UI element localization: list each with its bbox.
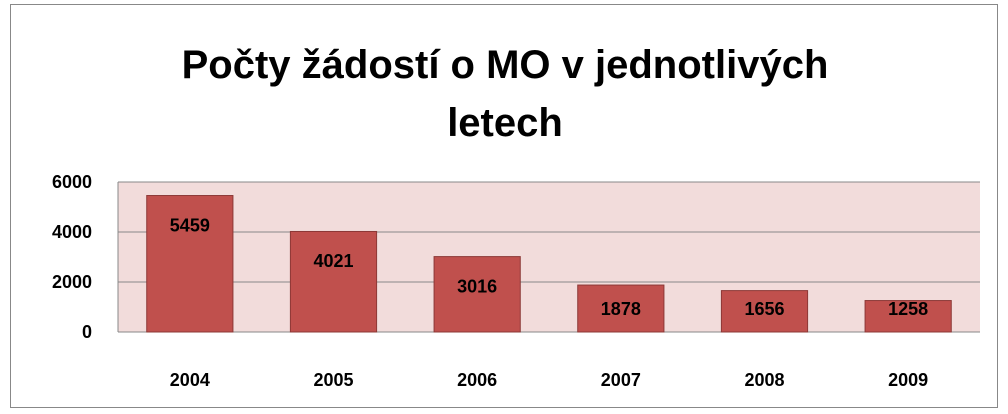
data-label: 1258 xyxy=(888,299,928,319)
x-tick-label: 2009 xyxy=(888,370,928,390)
bar xyxy=(720,290,809,333)
y-tick-label: 0 xyxy=(82,322,92,342)
plot-area xyxy=(118,182,980,332)
data-label: 3016 xyxy=(457,276,497,296)
bar xyxy=(146,195,234,333)
bar xyxy=(433,256,521,333)
y-tick-label: 6000 xyxy=(52,172,92,192)
bar xyxy=(577,284,665,333)
bar xyxy=(289,230,378,333)
data-label: 4021 xyxy=(313,251,353,271)
bar xyxy=(864,300,952,333)
x-tick-label: 2008 xyxy=(744,370,784,390)
y-tick-label: 4000 xyxy=(52,222,92,242)
data-label: 5459 xyxy=(170,215,210,235)
chart-title: Počty žádostí o MO v jednotlivých letech xyxy=(181,43,829,145)
x-tick-label: 2006 xyxy=(457,370,497,390)
data-label: 1656 xyxy=(744,299,784,319)
y-tick-label: 2000 xyxy=(52,272,92,292)
data-label: 1878 xyxy=(601,299,641,319)
x-tick-label: 2007 xyxy=(601,370,641,390)
x-tick-label: 2005 xyxy=(313,370,353,390)
chart-frame xyxy=(10,4,998,408)
x-tick-label: 2004 xyxy=(170,370,210,390)
